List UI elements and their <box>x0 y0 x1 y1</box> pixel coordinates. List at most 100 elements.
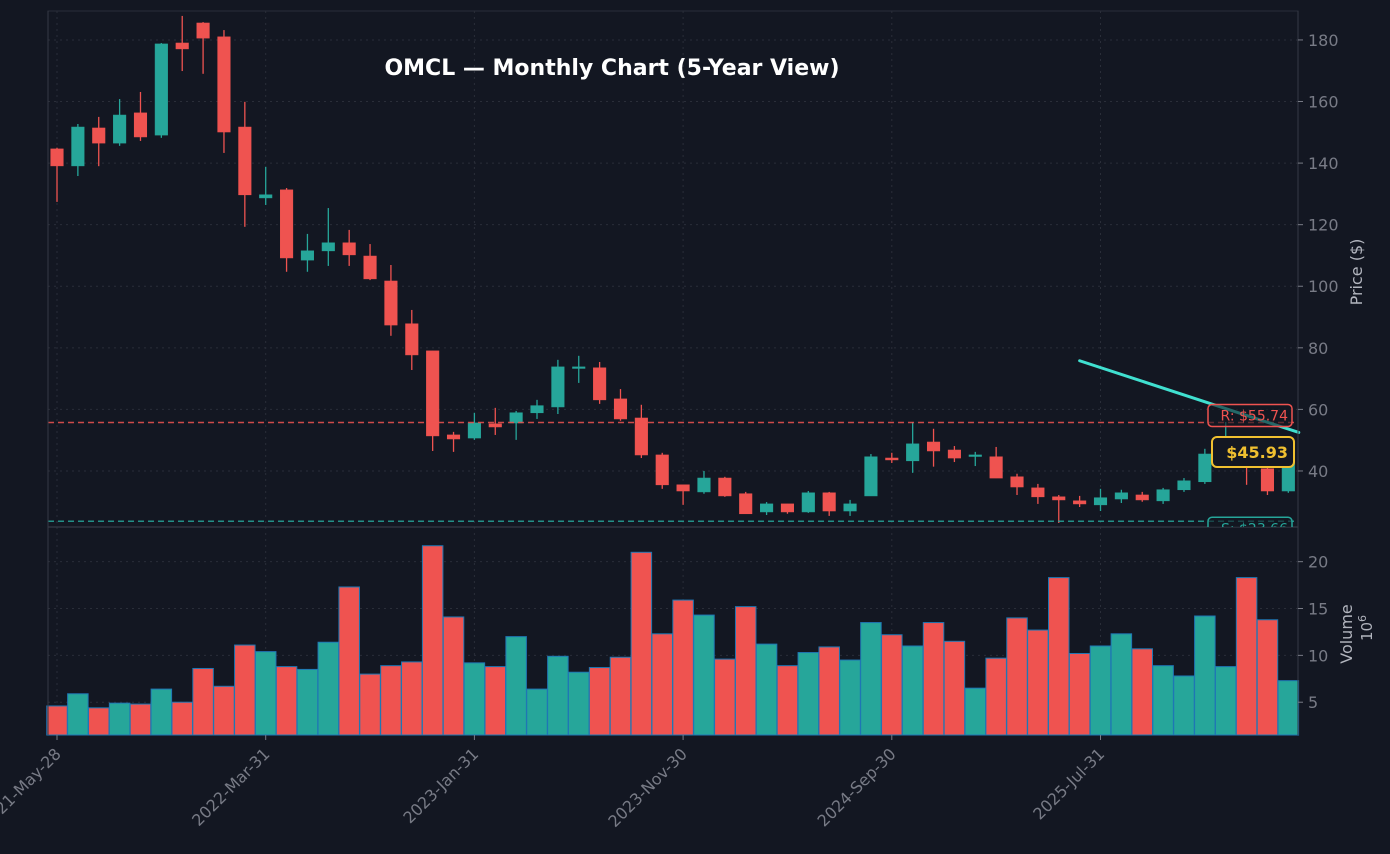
volume-bar <box>1214 666 1237 736</box>
chart-title: OMCL — Monthly Chart (5-Year View) <box>384 56 839 81</box>
candle <box>509 410 523 440</box>
candle-body <box>551 366 565 408</box>
candle <box>655 452 669 489</box>
candle <box>1093 488 1108 511</box>
volume-bar <box>463 662 486 736</box>
candle <box>71 123 85 177</box>
volume-bar <box>359 673 381 736</box>
volume-tick-label: 20 <box>1308 553 1328 572</box>
candle <box>405 309 419 370</box>
candle-body <box>906 443 920 462</box>
volume-bar <box>818 646 840 736</box>
candle-body <box>446 434 461 440</box>
candle-body <box>405 323 419 356</box>
volume-bar <box>505 636 527 736</box>
candle <box>551 359 565 415</box>
candle <box>92 116 106 167</box>
candle <box>133 91 148 141</box>
candle <box>1114 489 1128 503</box>
volume-bar <box>254 651 277 736</box>
support-label: S: $23.66 <box>1207 516 1293 527</box>
volume-bar <box>526 688 548 736</box>
volume-bar <box>1235 577 1258 736</box>
volume-bar <box>672 599 694 736</box>
candle-body <box>71 126 85 167</box>
candle-body <box>488 423 502 428</box>
candle-body <box>947 449 961 459</box>
candle-body <box>1156 489 1170 502</box>
volume-bar <box>213 685 235 736</box>
candle-body <box>968 454 982 457</box>
volume-bar <box>442 616 465 736</box>
volume-bar <box>922 622 945 736</box>
volume-bar <box>964 687 987 736</box>
candle <box>843 499 857 516</box>
candle <box>801 490 815 513</box>
candle-body <box>718 477 732 497</box>
volume-bar <box>860 622 882 736</box>
candle <box>1198 448 1212 484</box>
price-tick-label: 160 <box>1308 93 1339 112</box>
candle-body <box>593 367 607 401</box>
candle-body <box>50 148 64 167</box>
candle-body <box>1135 494 1149 501</box>
candle-body <box>1198 453 1212 483</box>
candle <box>760 502 774 515</box>
candle-body <box>300 250 314 261</box>
volume-bar <box>985 657 1007 736</box>
candle <box>467 412 481 440</box>
candle <box>1135 491 1149 502</box>
candle <box>1073 495 1087 507</box>
resistance-label-text: R: $55.74 <box>1221 409 1289 425</box>
volume-bar <box>1048 577 1070 736</box>
candle-body <box>1073 500 1087 505</box>
volume-bar <box>755 643 778 736</box>
candle-body <box>1177 480 1191 491</box>
candle-body <box>1114 492 1128 500</box>
price-tick-label: 120 <box>1308 216 1339 235</box>
volume-bar <box>630 551 653 736</box>
candle-body <box>509 412 523 424</box>
candle <box>1052 494 1066 523</box>
volume-bar <box>46 705 68 736</box>
candle <box>697 470 711 494</box>
volume-bar <box>1152 665 1174 736</box>
candle-body <box>113 114 127 144</box>
volume-axis-label: Volume <box>1337 604 1356 664</box>
candle <box>175 15 189 72</box>
candle <box>384 264 398 336</box>
volume-bar <box>1256 619 1279 736</box>
volume-bar <box>171 701 193 736</box>
last-price-box <box>1211 436 1295 468</box>
candle <box>446 431 461 452</box>
volume-bar <box>547 655 569 736</box>
volume-bar <box>484 666 507 736</box>
volume-bar <box>67 693 89 736</box>
candle-body <box>655 454 669 486</box>
volume-bar <box>108 702 131 736</box>
candle <box>885 452 899 463</box>
volume-bar <box>401 661 423 736</box>
price-tick-label: 100 <box>1308 277 1339 296</box>
volume-bar <box>150 688 173 736</box>
candle <box>300 233 314 272</box>
candle-body <box>843 503 857 512</box>
candle <box>113 99 127 146</box>
candle-body <box>196 22 210 39</box>
candle <box>196 22 210 74</box>
candle <box>259 166 273 205</box>
volume-bar <box>1068 652 1091 736</box>
price-tick-label: 80 <box>1308 339 1328 358</box>
volume-bar <box>1277 680 1300 736</box>
candle-body <box>217 36 231 133</box>
candle <box>572 355 586 383</box>
candle <box>321 208 335 266</box>
volume-bar <box>943 640 966 736</box>
volume-bar <box>1131 648 1153 736</box>
volume-bar <box>1194 615 1216 736</box>
candle <box>217 30 231 153</box>
candle <box>426 350 440 451</box>
volume-bar <box>693 614 715 736</box>
volume-bar <box>275 666 298 736</box>
